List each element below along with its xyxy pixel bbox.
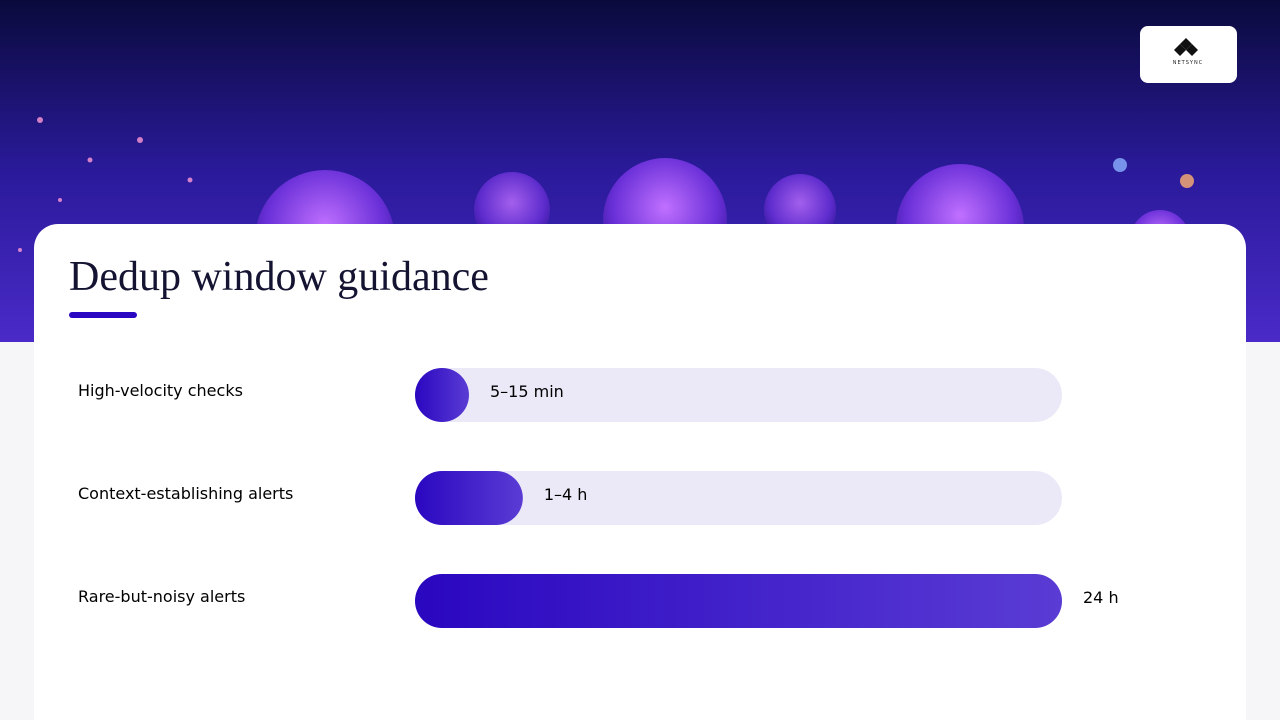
value-label: 1–4 h <box>544 485 588 504</box>
chart-title: Dedup window guidance <box>69 254 489 300</box>
bar-track <box>415 368 1062 422</box>
title-underline <box>69 312 137 318</box>
bar <box>415 368 469 422</box>
logo-box <box>1140 26 1237 83</box>
category-label: Context-establishing alerts <box>78 484 293 503</box>
value-label: 24 h <box>1083 588 1119 607</box>
logo-mark <box>1174 38 1198 56</box>
bar-track <box>415 471 1062 525</box>
bar <box>415 471 523 525</box>
bar <box>415 574 1062 628</box>
category-label: Rare-but-noisy alerts <box>78 587 245 606</box>
category-label: High-velocity checks <box>78 381 243 400</box>
logo-text: NETSYNC <box>1173 60 1203 66</box>
plot: High-velocity checks 5–15 min Context-esta… <box>78 368 1119 628</box>
value-label: 5–15 min <box>490 382 564 401</box>
